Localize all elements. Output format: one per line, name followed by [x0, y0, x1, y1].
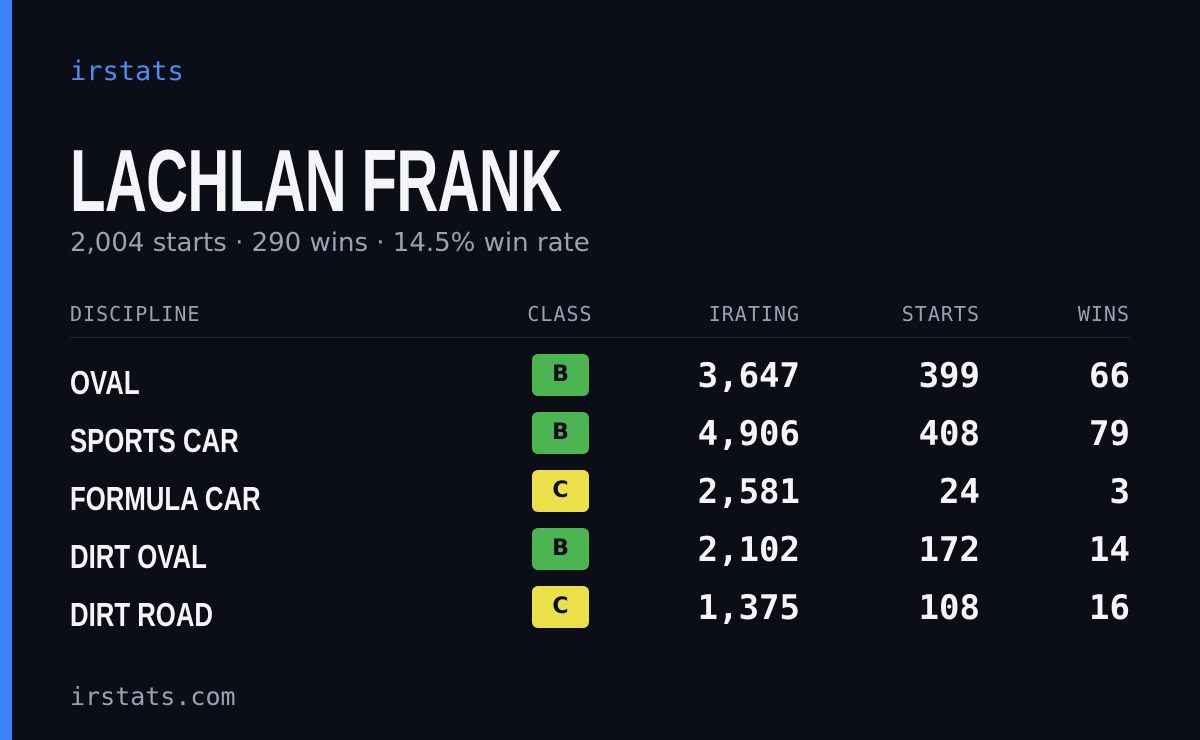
- header-rule: [70, 337, 1130, 338]
- class-badge: B: [532, 528, 589, 570]
- irating: 2,102: [697, 530, 800, 570]
- irating: 3,647: [697, 356, 800, 396]
- column-header: CLASS: [527, 302, 593, 326]
- discipline: OVAL: [70, 364, 140, 401]
- wins: 79: [1089, 414, 1130, 454]
- brand: irstats: [70, 56, 184, 87]
- column-header: DISCIPLINE: [70, 302, 201, 326]
- wins: 3: [1109, 472, 1130, 512]
- discipline: SPORTS CAR: [70, 422, 239, 459]
- wins: 14: [1089, 530, 1130, 570]
- class-badge: C: [532, 586, 589, 628]
- starts: 24: [939, 472, 980, 512]
- class-badge: C: [532, 470, 589, 512]
- discipline: FORMULA CAR: [70, 480, 261, 517]
- irating: 4,906: [697, 414, 800, 454]
- irating: 1,375: [697, 588, 800, 628]
- wins: 66: [1089, 356, 1130, 396]
- accent-bar: [0, 0, 12, 740]
- class-badge: B: [532, 412, 589, 454]
- starts: 408: [918, 414, 980, 454]
- class-badge: B: [532, 354, 589, 396]
- starts: 108: [918, 588, 980, 628]
- column-header: IRATING: [708, 302, 800, 326]
- starts: 399: [918, 356, 980, 396]
- irating: 2,581: [697, 472, 800, 512]
- footer: irstats.com: [70, 682, 236, 711]
- starts: 172: [918, 530, 980, 570]
- column-header: STARTS: [901, 302, 980, 326]
- wins: 16: [1089, 588, 1130, 628]
- driver-summary: 2,004 starts · 290 wins · 14.5% win rate: [70, 228, 590, 258]
- discipline: DIRT ROAD: [70, 596, 213, 633]
- discipline: DIRT OVAL: [70, 538, 207, 575]
- driver-name: LACHLAN FRANK: [70, 131, 562, 230]
- column-header: WINS: [1077, 302, 1130, 326]
